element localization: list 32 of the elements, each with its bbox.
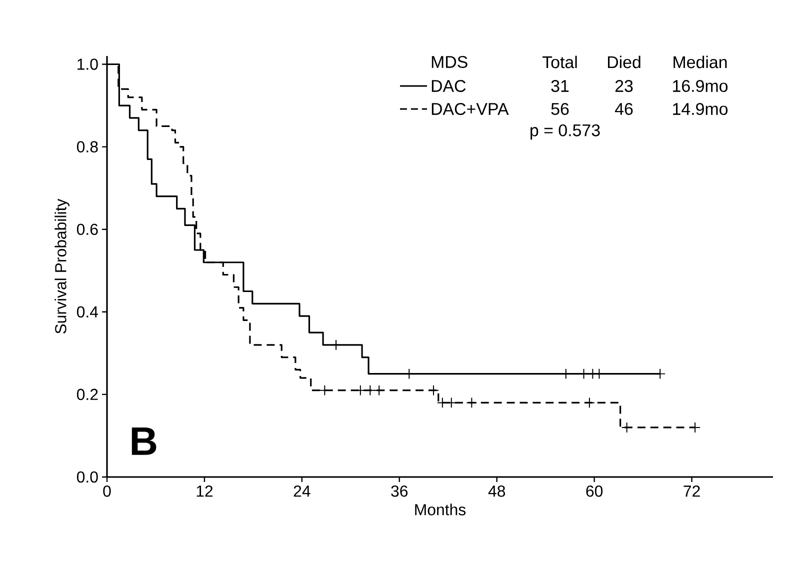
y-tick-label: 0.4	[76, 306, 98, 318]
x-tick-label: 60	[586, 486, 603, 497]
point	[584, 397, 595, 408]
annotation: Died	[608, 56, 640, 68]
legend-title: MDS	[432, 56, 468, 68]
x-tick-label: 0	[103, 486, 111, 497]
y-tick-label: 0.2	[76, 388, 98, 400]
y-axis-title: Survival Probability	[54, 198, 70, 334]
x-axis-title: Months	[415, 504, 466, 516]
point	[330, 339, 342, 350]
x-tick-label: 12	[196, 486, 213, 497]
point	[466, 397, 478, 408]
legend-label: DAC+VPA	[432, 102, 509, 115]
x-tick-label: 48	[488, 486, 506, 497]
y-tick-label: 1.0	[78, 58, 98, 70]
y-tick-label: 0.6	[76, 224, 98, 235]
annotation: 46	[614, 102, 633, 115]
annotation: 16.9mo	[673, 80, 728, 92]
annotation: p = 0.573	[530, 124, 600, 140]
y-tick-label: 0.8	[76, 141, 98, 152]
annotation: Median	[674, 56, 727, 68]
annotation: 31	[551, 80, 569, 92]
annotation: 14.9mo	[673, 102, 728, 115]
x-tick-label: 72	[684, 486, 700, 497]
annotation: Total	[542, 56, 577, 68]
x-tick-label: 36	[391, 486, 408, 497]
legend-label: DAC	[432, 80, 466, 92]
annotation: 56	[551, 102, 569, 115]
annotation: B	[132, 428, 156, 455]
y-tick-label: 0.0	[76, 471, 98, 483]
annotation: 23	[615, 80, 633, 92]
x-tick-label: 24	[294, 486, 310, 497]
